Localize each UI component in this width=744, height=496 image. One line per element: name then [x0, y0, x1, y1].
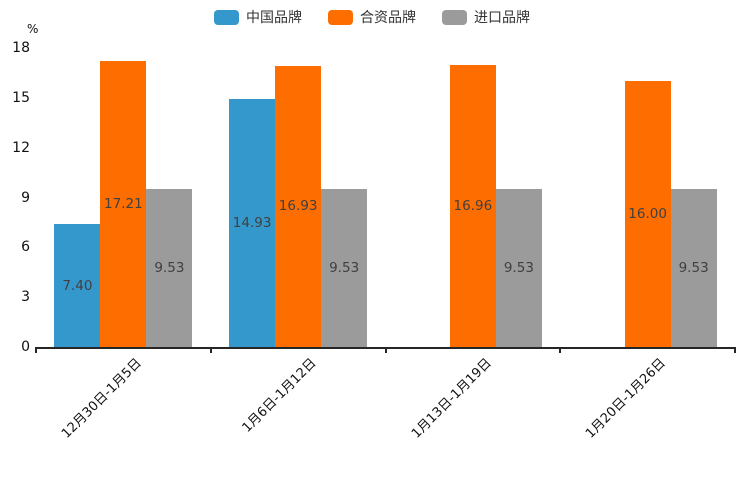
legend-item-label: 合资品牌 [360, 10, 416, 26]
y-axis-unit-label: % [27, 22, 39, 36]
x-axis-category-label: 1月20日-1月26日 [583, 355, 670, 442]
y-tick-label: 3 [21, 289, 30, 306]
bar-value-label: 9.53 [678, 259, 709, 276]
bar-series0-group0[interactable] [54, 224, 101, 347]
bar-series1-group2[interactable] [449, 65, 496, 347]
bar-series2-group1[interactable] [321, 188, 368, 347]
y-tick-label: 12 [12, 139, 30, 156]
bar-value-label: 14.93 [232, 214, 272, 231]
bar-value-label: 9.53 [154, 259, 185, 276]
y-tick-label: 6 [21, 239, 30, 256]
bar-value-label: 17.21 [104, 196, 143, 213]
y-tick-label: 0 [21, 339, 30, 355]
legend-marker-icon [214, 9, 239, 25]
legend-item-2[interactable]: 进口品牌 [442, 7, 530, 27]
x-axis-category-label: 12月30日-1月5日 [59, 355, 145, 442]
legend-item-label: 中国品牌 [246, 10, 302, 26]
x-tick-mark [384, 347, 387, 353]
bar-value-label: 9.53 [329, 259, 360, 276]
bar-series1-group0[interactable] [100, 61, 147, 347]
y-tick-label: 15 [12, 89, 30, 106]
legend-item-label: 进口品牌 [474, 10, 530, 26]
x-axis-category-label: 1月13日-1月19日 [408, 355, 495, 442]
y-tick-label: 18 [12, 40, 30, 56]
bar-value-label: 7.40 [62, 277, 93, 294]
bar-value-label: 9.53 [503, 259, 534, 276]
bar-series0-group1[interactable] [229, 98, 276, 347]
bar-series2-group0[interactable] [146, 188, 193, 347]
x-tick-mark [734, 347, 736, 353]
y-tick-label: 9 [21, 189, 30, 206]
bar-series2-group2[interactable] [495, 188, 542, 347]
legend-marker-icon [328, 9, 353, 25]
x-axis-category-label: 1月6日-1月12日 [239, 355, 320, 436]
chart-legend: 中国品牌 合资品牌 进口品牌 [0, 7, 744, 27]
bar-value-label: 16.93 [278, 198, 318, 215]
x-tick-mark [559, 347, 562, 353]
x-tick-mark [209, 347, 212, 353]
legend-marker-icon [442, 9, 467, 25]
bar-series1-group1[interactable] [275, 65, 322, 347]
bar-series2-group3[interactable] [670, 188, 717, 347]
bar-value-label: 16.00 [628, 206, 667, 223]
x-tick-mark [35, 347, 37, 353]
legend-item-0[interactable]: 中国品牌 [214, 7, 302, 27]
legend-item-1[interactable]: 合资品牌 [328, 7, 416, 27]
bar-series1-group3[interactable] [624, 81, 671, 347]
bar-value-label: 16.96 [453, 198, 493, 215]
